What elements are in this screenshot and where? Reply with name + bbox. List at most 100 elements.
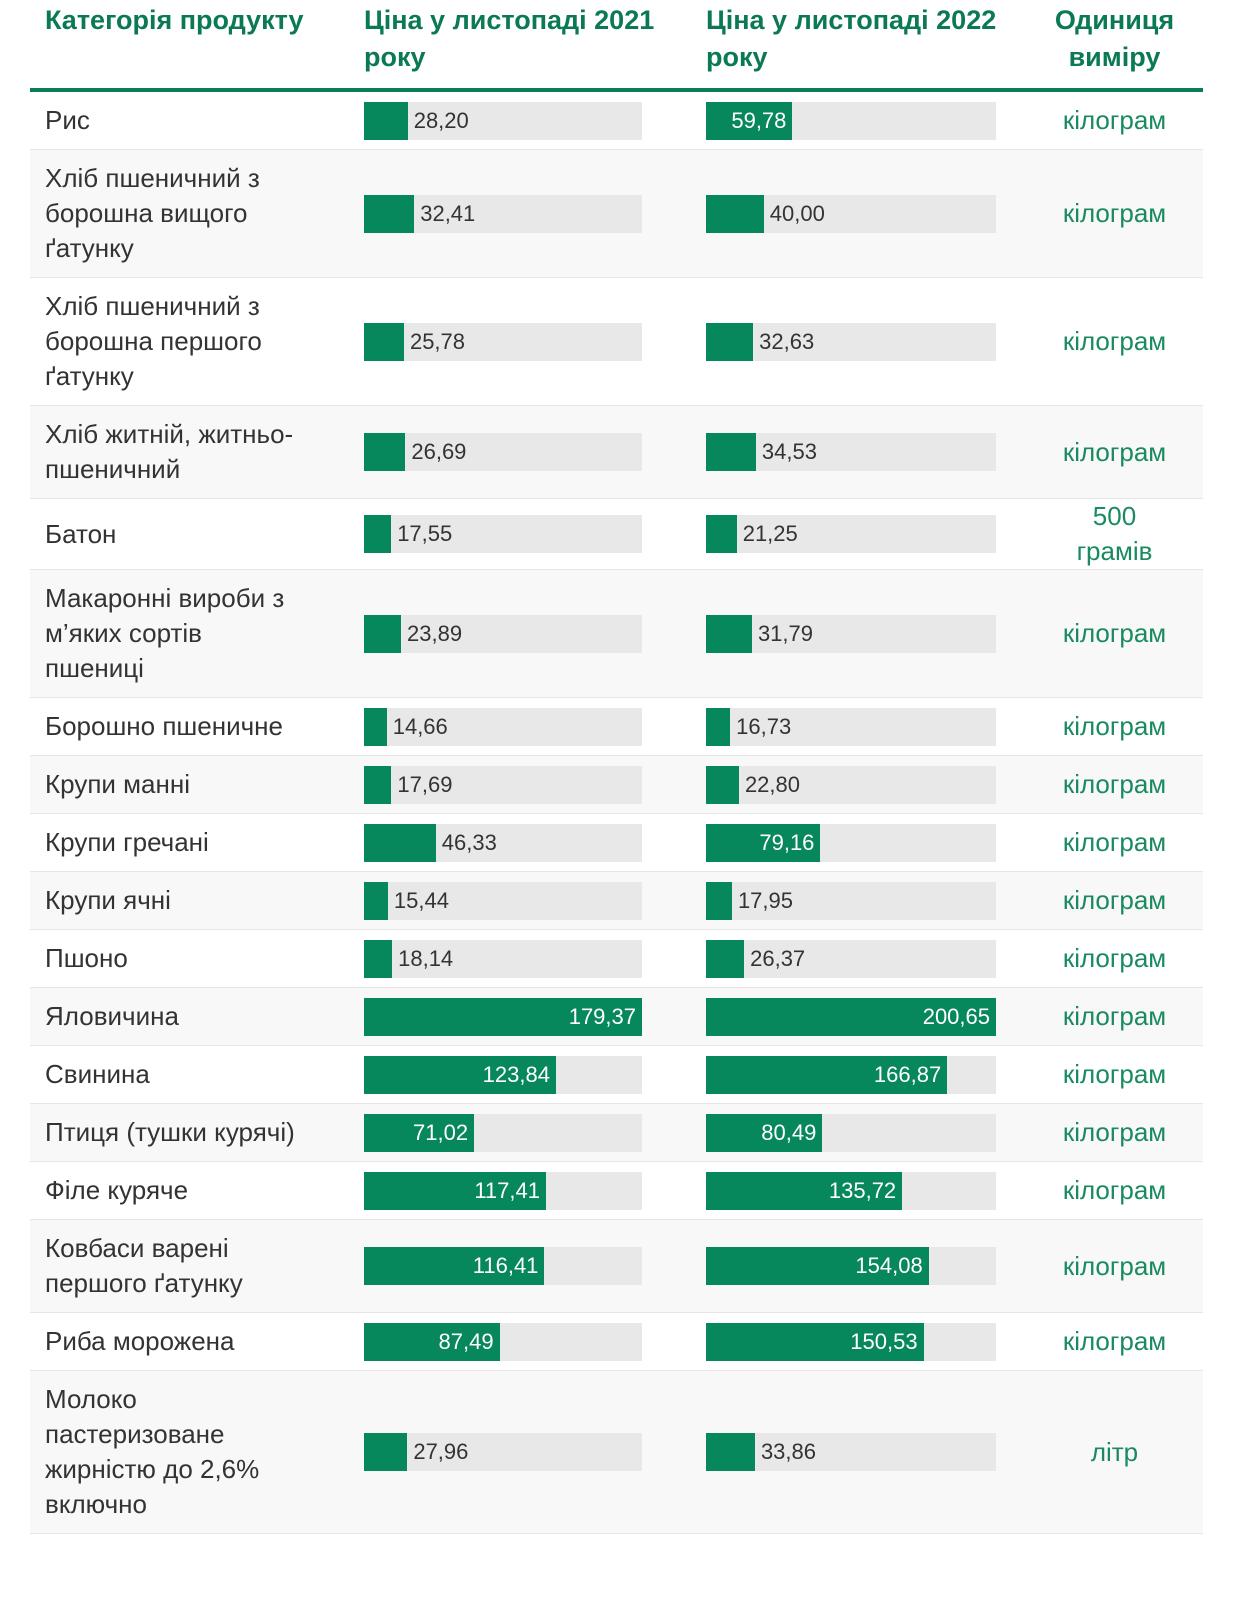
unit-text: кілограм [1062, 105, 1167, 135]
category-cell: Молоко пастеризоване жирністю до 2,6% вк… [30, 1371, 362, 1533]
header-cell: Категорія продукту [45, 5, 304, 35]
price-cell: 154,08 [704, 1247, 1026, 1285]
bar-track: 87,49 [364, 1322, 642, 1361]
unit-text: кілограм [1062, 198, 1167, 228]
unit-cell: кілограм [1026, 941, 1203, 976]
bar-track: 21,25 [706, 515, 996, 553]
table-row: Ковбаси варені першого ґатунку 116,41 154,… [30, 1220, 1203, 1313]
price-cell: 22,80 [704, 765, 1026, 804]
unit-text: кілограм [1062, 711, 1167, 741]
category-text: Філе куряче [45, 1175, 189, 1205]
bar [364, 433, 406, 471]
category-text: Ковбаси варені першого ґатунку [45, 1233, 243, 1298]
bar [706, 1433, 755, 1471]
table-row: Яловичина 179,37 200,65 кілограм [30, 988, 1203, 1046]
unit-text: кілограм [1062, 1250, 1167, 1281]
category-text: Крупи гречані [45, 827, 209, 857]
table-row: Батон 17,55 21,25 500 грамів [30, 499, 1203, 570]
value-label: 80,49 [761, 1119, 817, 1145]
value-label: 116,41 [472, 1253, 539, 1278]
bar [364, 322, 404, 361]
bar-track: 116,41 [364, 1247, 642, 1285]
bar-track: 18,14 [364, 939, 642, 978]
bar-track: 34,53 [706, 433, 996, 471]
bar-track: 32,63 [706, 322, 996, 361]
price-cell: 179,37 [362, 997, 704, 1036]
value-label: 15,44 [393, 887, 449, 913]
unit-text: кілограм [1062, 827, 1167, 857]
bar-track: 26,37 [706, 939, 996, 978]
bar-track: 25,78 [364, 322, 642, 361]
table-row: Крупи гречані 46,33 79,16 кілограм [30, 814, 1203, 872]
unit-cell: кілограм [1026, 1173, 1203, 1208]
bar [364, 997, 642, 1036]
value-label: 135,72 [828, 1177, 897, 1203]
value-label: 23,89 [407, 620, 463, 646]
header-cell: Ціна у листопаді 2021 року [364, 5, 655, 72]
value-label: 150,53 [850, 1328, 918, 1354]
bar-track: 28,20 [364, 101, 642, 140]
category-cell: Хліб житній, житньо-пшеничний [30, 406, 362, 498]
unit-cell: кілограм [1026, 435, 1203, 470]
price-cell: 28,20 [362, 101, 704, 140]
value-label: 17,55 [397, 521, 453, 546]
price-cell: 33,86 [704, 1433, 1026, 1471]
category-text: Хліб пшеничний з борошна вищого ґатунку [45, 163, 260, 263]
bar [706, 194, 764, 233]
bar-track: 80,49 [706, 1113, 996, 1152]
price-cell: 31,79 [704, 614, 1026, 653]
table-row: Філе куряче 117,41 135,72 кілограм [30, 1162, 1203, 1220]
value-label: 26,37 [750, 945, 806, 971]
value-label: 179,37 [568, 1003, 636, 1029]
bar [364, 707, 387, 746]
unit-text: кілограм [1062, 1001, 1167, 1031]
unit-cell: кілограм [1026, 1324, 1203, 1359]
price-cell: 71,02 [362, 1113, 704, 1152]
category-text: Крупи ячні [45, 885, 171, 915]
unit-text: кілограм [1062, 943, 1167, 973]
unit-text: кілограм [1062, 1117, 1167, 1147]
price-cell: 15,44 [362, 881, 704, 920]
price-cell: 25,78 [362, 322, 704, 361]
price-cell: 116,41 [362, 1247, 704, 1285]
category-cell: Філе куряче [30, 1162, 362, 1219]
unit-cell: кілограм [1026, 1249, 1203, 1284]
bar [706, 614, 752, 653]
category-cell: Яловичина [30, 988, 362, 1045]
unit-text: кілограм [1062, 1326, 1167, 1356]
category-text: Рис [45, 105, 90, 135]
category-cell: Крупи манні [30, 756, 362, 813]
value-label: 40,00 [769, 200, 825, 226]
bar-track: 32,41 [364, 194, 642, 233]
bar [364, 1433, 408, 1471]
bar-track: 17,69 [364, 765, 642, 804]
bar [706, 939, 745, 978]
bar-track: 16,73 [706, 707, 996, 746]
unit-cell: кілограм [1026, 324, 1203, 359]
category-text: Молоко пастеризоване жирністю до 2,6% вк… [45, 1384, 260, 1519]
unit-cell: кілограм [1026, 103, 1203, 138]
value-label: 34,53 [761, 439, 817, 464]
unit-cell: кілограм [1026, 999, 1203, 1034]
unit-cell: кілограм [1026, 196, 1203, 231]
category-cell: Макаронні вироби з м’яких сортів пшениці [30, 570, 362, 697]
table-row: Макаронні вироби з м’яких сортів пшениці… [30, 570, 1203, 698]
category-text: Яловичина [45, 1001, 179, 1031]
bar-track: 117,41 [364, 1171, 642, 1210]
unit-cell: кілограм [1026, 825, 1203, 860]
category-cell: Птиця (тушки курячі) [30, 1104, 362, 1161]
value-label: 17,69 [397, 771, 453, 797]
bar [364, 1247, 545, 1285]
unit-text: кілограм [1062, 436, 1167, 467]
bar-track: 79,16 [706, 823, 996, 862]
price-cell: 18,14 [362, 939, 704, 978]
bar-track: 71,02 [364, 1113, 642, 1152]
unit-text: кілограм [1062, 618, 1167, 648]
price-cell: 32,63 [704, 322, 1026, 361]
bar-track: 200,65 [706, 997, 996, 1036]
bar [706, 997, 996, 1036]
price-cell: 17,69 [362, 765, 704, 804]
price-cell: 200,65 [704, 997, 1026, 1036]
value-label: 14,66 [392, 713, 448, 739]
table-row: Птиця (тушки курячі) 71,02 80,49 кілограм [30, 1104, 1203, 1162]
